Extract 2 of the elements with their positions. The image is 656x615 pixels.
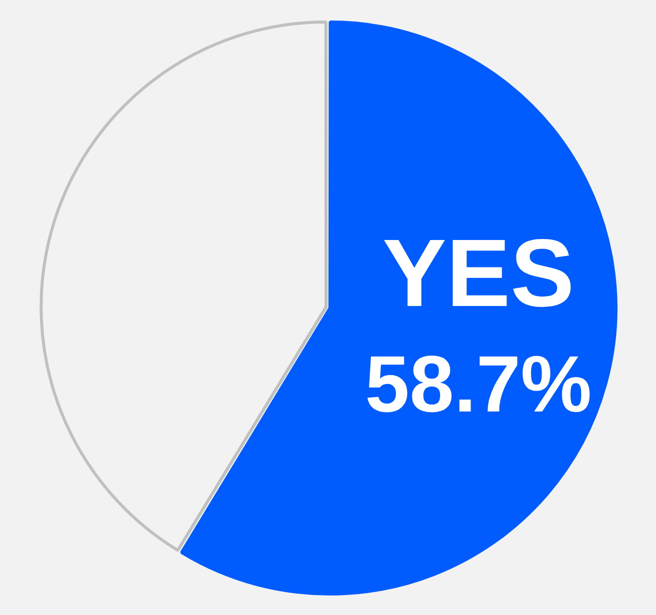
slice-label: YES <box>382 220 574 328</box>
data-label: 58.7% <box>364 340 592 429</box>
